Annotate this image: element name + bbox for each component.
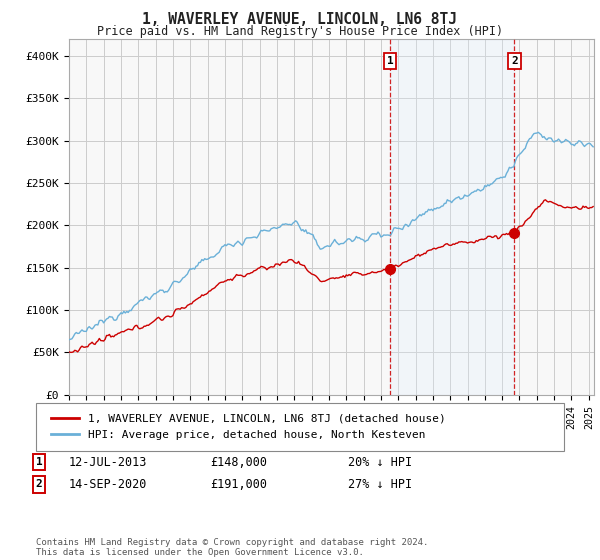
Text: £191,000: £191,000 — [210, 478, 267, 491]
Text: 2: 2 — [35, 479, 43, 489]
Text: 27% ↓ HPI: 27% ↓ HPI — [348, 478, 412, 491]
FancyBboxPatch shape — [36, 403, 564, 451]
Text: 12-JUL-2013: 12-JUL-2013 — [69, 455, 148, 469]
Text: 2: 2 — [511, 56, 518, 66]
Text: 20% ↓ HPI: 20% ↓ HPI — [348, 455, 412, 469]
Bar — [390, 39, 514, 395]
Text: 1: 1 — [387, 56, 394, 66]
Text: Contains HM Land Registry data © Crown copyright and database right 2024.
This d: Contains HM Land Registry data © Crown c… — [36, 538, 428, 557]
Text: 1, WAVERLEY AVENUE, LINCOLN, LN6 8TJ: 1, WAVERLEY AVENUE, LINCOLN, LN6 8TJ — [143, 12, 458, 27]
Text: £148,000: £148,000 — [210, 455, 267, 469]
Legend: 1, WAVERLEY AVENUE, LINCOLN, LN6 8TJ (detached house), HPI: Average price, detac: 1, WAVERLEY AVENUE, LINCOLN, LN6 8TJ (de… — [47, 409, 450, 445]
Text: 14-SEP-2020: 14-SEP-2020 — [69, 478, 148, 491]
Text: 1: 1 — [35, 457, 43, 467]
Text: Price paid vs. HM Land Registry's House Price Index (HPI): Price paid vs. HM Land Registry's House … — [97, 25, 503, 38]
